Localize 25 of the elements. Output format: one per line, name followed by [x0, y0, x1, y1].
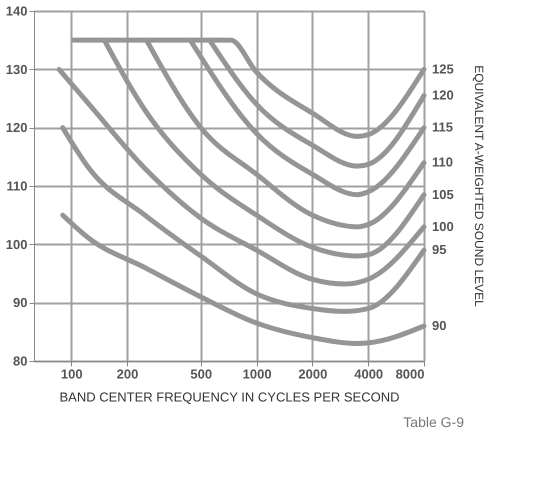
x-axis-title: BAND CENTER FREQUENCY IN CYCLES PER SECOND	[60, 390, 400, 404]
x-tick-label: 100	[60, 366, 83, 382]
series-label: 105	[432, 186, 454, 202]
x-tick-label: 8000	[396, 366, 424, 382]
y2-axis-title: EQUIVALENT A-WEIGHTED SOUND LEVEL	[472, 65, 486, 308]
x-tick-label: 200	[116, 366, 138, 382]
y-tick-label: 100	[6, 236, 28, 252]
x-tick-label: 2000	[298, 366, 328, 382]
series-label: 100	[432, 218, 454, 234]
series-label: 110	[432, 154, 453, 170]
y-tick-label: 110	[6, 178, 28, 194]
y-tick-label: 140	[6, 4, 28, 18]
series-label: 125	[432, 61, 454, 76]
x-tick-label: 1000	[242, 366, 272, 382]
x-tick-label: 500	[190, 366, 212, 382]
y-tick-label: 130	[6, 62, 28, 77]
series-label: 115	[432, 120, 453, 135]
text: Table G-9	[403, 414, 464, 430]
series-label: 120	[432, 88, 454, 103]
y-tick-label: 90	[13, 295, 28, 310]
x-tick-label: 4000	[354, 366, 384, 382]
y-tick-label: 120	[6, 120, 28, 136]
series-label: 95	[432, 242, 446, 258]
y-tick-label: 80	[13, 354, 28, 368]
series-label: 90	[432, 318, 446, 333]
